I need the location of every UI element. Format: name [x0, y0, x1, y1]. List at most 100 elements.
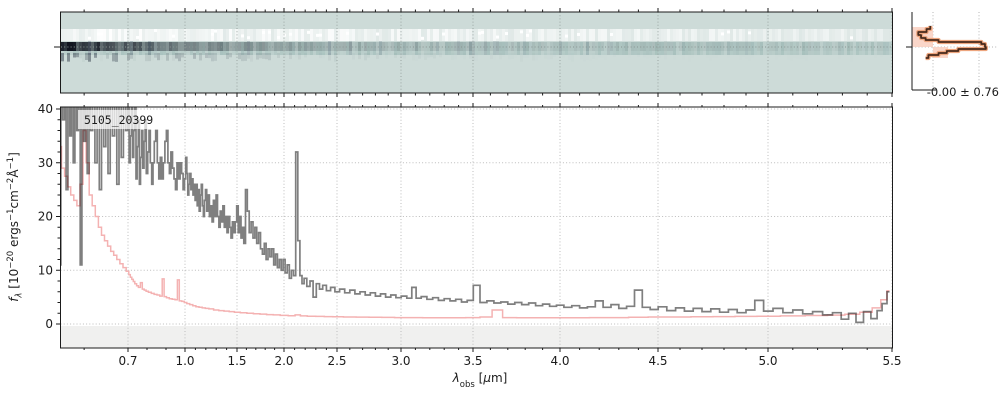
twod-smudge	[376, 53, 379, 59]
twod-trace-band-column	[721, 42, 724, 55]
twod-trace-band-column	[649, 42, 652, 55]
twod-white-band-column	[760, 29, 763, 41]
twod-white-band-column	[304, 29, 307, 41]
twod-white-band-column	[496, 29, 499, 41]
twod-smudge	[742, 53, 745, 57]
twod-white-band-column	[712, 29, 715, 41]
twod-smudge	[424, 53, 427, 60]
twod-trace-band-column	[796, 42, 799, 55]
twod-dark-trace-column	[301, 42, 304, 51]
twod-dark-trace-column	[448, 42, 451, 51]
twod-trace-band-column	[871, 42, 874, 55]
twod-speckle	[526, 33, 529, 37]
y-axis-label-run: ]	[7, 152, 21, 157]
twod-smudge	[277, 53, 280, 58]
twod-trace-band-column	[772, 42, 775, 55]
twod-dark-trace-column	[373, 42, 376, 51]
twod-trace-band-column	[304, 42, 307, 55]
twod-smudge	[796, 53, 799, 59]
twod-white-band-column	[448, 29, 451, 41]
twod-trace-band-column	[742, 42, 745, 55]
twod-trace-band-column	[526, 42, 529, 55]
twod-smudge	[604, 53, 607, 60]
twod-trace-band-column	[292, 42, 295, 55]
twod-dark-trace-column	[397, 42, 400, 51]
twod-white-band-column	[370, 29, 373, 41]
twod-smudge	[595, 53, 598, 60]
twod-white-band-column	[745, 29, 748, 41]
twod-white-band-column	[850, 29, 853, 41]
twod-dark-column	[727, 41, 730, 55]
x-tick-label: 5.5	[882, 354, 901, 368]
twod-speckle	[247, 36, 250, 40]
twod-smudge	[238, 53, 241, 60]
twod-trace-band-column	[553, 42, 556, 55]
x-tick-label: 4.5	[648, 354, 667, 368]
twod-smudge	[799, 53, 802, 59]
twod-speckle	[100, 32, 103, 36]
twod-smudge	[181, 53, 184, 58]
twod-trace-band-column	[166, 42, 169, 55]
twod-trace-band-column	[607, 42, 610, 55]
twod-white-band-column	[322, 29, 325, 41]
twod-speckle	[850, 36, 853, 40]
x-tick-label: 3.0	[391, 354, 410, 368]
twod-dark-trace-column	[481, 42, 484, 51]
twod-white-band-column	[811, 29, 814, 41]
twod-white-band-column	[592, 29, 595, 41]
twod-smudge	[403, 53, 406, 58]
twod-smudge	[865, 53, 868, 59]
twod-dark-trace-column	[664, 42, 667, 51]
twod-white-band-column	[310, 29, 313, 41]
twod-white-band-column	[463, 29, 466, 41]
twod-trace-band-column	[529, 42, 532, 55]
twod-trace-band-column	[520, 42, 523, 55]
twod-trace-band-column	[640, 42, 643, 55]
y-tick-label: 0	[45, 317, 53, 331]
twod-trace-band-column	[784, 42, 787, 55]
twod-trace-band-column	[397, 42, 400, 55]
twod-white-band-column	[328, 29, 331, 41]
twod-white-band-column	[94, 29, 97, 41]
twod-trace-band-column	[700, 42, 703, 55]
twod-smudge	[805, 53, 808, 61]
twod-dark-trace-column	[334, 42, 337, 51]
twod-smudge	[127, 53, 130, 61]
twod-white-band-column	[484, 29, 487, 41]
twod-dark-trace-column	[280, 42, 283, 51]
twod-speckle	[319, 33, 322, 37]
twod-white-band-column	[736, 29, 739, 41]
twod-smudge	[790, 53, 793, 61]
twod-trace-band-column	[751, 42, 754, 55]
twod-smudge	[880, 53, 883, 57]
twod-smudge	[544, 53, 547, 59]
twod-smudge	[649, 53, 652, 58]
twod-trace-band-column	[694, 42, 697, 55]
twod-trace-band-column	[463, 42, 466, 55]
twod-trace-band-column	[652, 42, 655, 55]
twod-smudge	[706, 53, 709, 58]
twod-white-band-column	[193, 29, 196, 41]
twod-white-band-column	[724, 29, 727, 41]
twod-trace-band-column	[400, 42, 403, 55]
twod-white-band-column	[787, 29, 790, 41]
y-axis-label-run: cm	[7, 190, 21, 209]
twod-trace-band-column	[886, 42, 889, 55]
twod-dark-column	[469, 41, 472, 55]
twod-trace-band-column	[598, 42, 601, 55]
twod-white-band-column	[280, 29, 283, 41]
twod-smudge	[460, 53, 463, 58]
twod-white-band-column	[670, 29, 673, 41]
twod-speckle	[88, 36, 91, 40]
twod-white-band-column	[103, 29, 106, 41]
twod-smudge	[322, 53, 325, 58]
twod-dark-trace-column	[541, 42, 544, 51]
twod-dark-trace-column	[532, 42, 535, 51]
twod-white-band-column	[568, 29, 571, 41]
twod-white-band-column	[493, 29, 496, 41]
x-tick-label: 3.5	[463, 354, 482, 368]
twod-smudge	[682, 53, 685, 60]
twod-speckle	[346, 31, 349, 35]
twod-dark-trace-column	[496, 42, 499, 51]
twod-trace-band-column	[418, 42, 421, 55]
